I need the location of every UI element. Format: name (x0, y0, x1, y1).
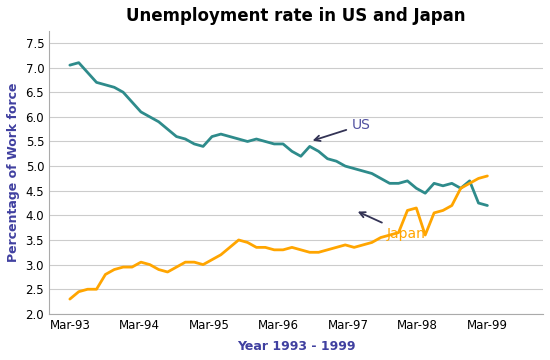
Title: Unemployment rate in US and Japan: Unemployment rate in US and Japan (126, 7, 466, 25)
Y-axis label: Percentage of Work force: Percentage of Work force (7, 82, 20, 262)
X-axis label: Year 1993 - 1999: Year 1993 - 1999 (236, 340, 355, 353)
Text: Japan: Japan (360, 212, 425, 240)
Text: US: US (315, 118, 371, 141)
